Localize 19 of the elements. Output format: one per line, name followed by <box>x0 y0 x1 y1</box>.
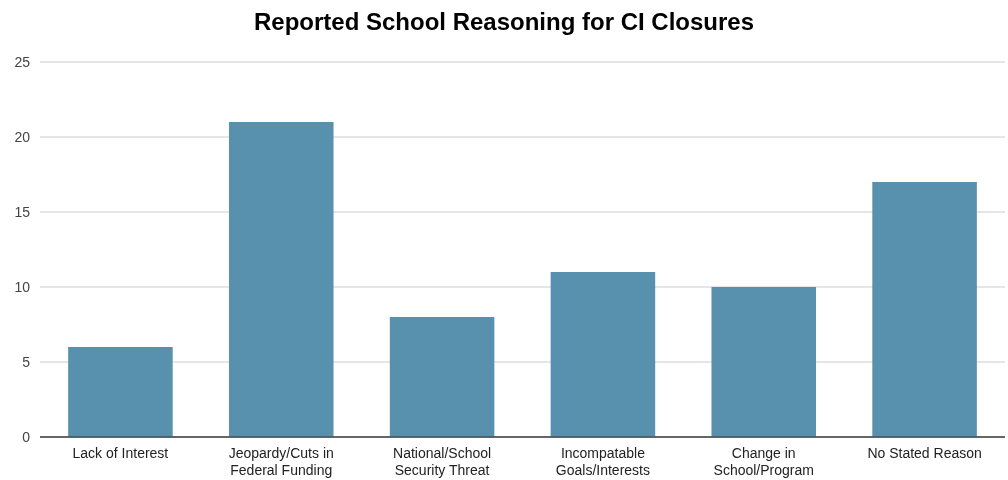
bar <box>228 122 334 437</box>
x-tick-label: National/School Security Threat <box>393 445 492 478</box>
bar <box>711 287 817 437</box>
y-tick-label: 25 <box>14 53 31 70</box>
y-tick-label: 0 <box>22 428 31 445</box>
y-tick-label: 20 <box>14 128 31 145</box>
y-tick-label: 5 <box>22 353 31 370</box>
x-tick-label: Jeopardy/Cuts in Federal Funding <box>228 445 334 478</box>
x-tick-label: Incompatable Goals/Interests <box>555 445 650 478</box>
bar <box>550 272 656 437</box>
x-tick-label: No Stated Reason <box>867 445 982 461</box>
y-tick-label: 15 <box>14 203 31 220</box>
y-tick-label: 10 <box>14 278 31 295</box>
chart-title: Reported School Reasoning for CI Closures <box>253 8 755 35</box>
bar <box>872 182 977 437</box>
bar <box>68 347 173 437</box>
x-tick-label: Change in School/Program <box>713 445 814 478</box>
x-tick-label: Lack of Interest <box>72 445 169 461</box>
bar <box>389 317 495 437</box>
